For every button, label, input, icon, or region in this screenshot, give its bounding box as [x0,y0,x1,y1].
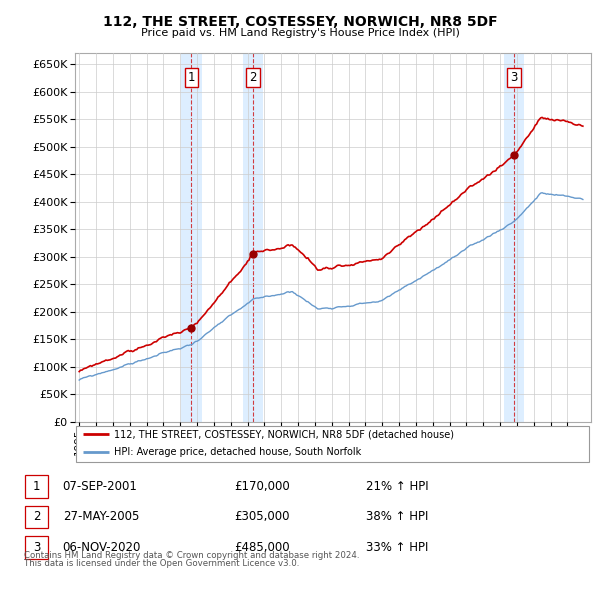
Text: 1: 1 [188,71,195,84]
Text: £305,000: £305,000 [234,510,289,523]
Text: 27-MAY-2005: 27-MAY-2005 [62,510,139,523]
Text: 112, THE STREET, COSTESSEY, NORWICH, NR8 5DF (detached house): 112, THE STREET, COSTESSEY, NORWICH, NR8… [114,430,454,440]
Text: 2: 2 [250,71,257,84]
Text: £485,000: £485,000 [234,541,289,554]
Text: 3: 3 [511,71,518,84]
Text: 06-NOV-2020: 06-NOV-2020 [62,541,141,554]
Text: 112, THE STREET, COSTESSEY, NORWICH, NR8 5DF: 112, THE STREET, COSTESSEY, NORWICH, NR8… [103,15,497,29]
Text: 2: 2 [33,510,40,523]
Text: Price paid vs. HM Land Registry's House Price Index (HPI): Price paid vs. HM Land Registry's House … [140,28,460,38]
Text: HPI: Average price, detached house, South Norfolk: HPI: Average price, detached house, Sout… [114,447,361,457]
FancyBboxPatch shape [25,506,48,528]
Bar [181,53,202,422]
FancyBboxPatch shape [25,536,48,559]
FancyBboxPatch shape [76,427,589,461]
Text: 1: 1 [33,480,40,493]
Text: 07-SEP-2001: 07-SEP-2001 [62,480,137,493]
Text: 33% ↑ HPI: 33% ↑ HPI [366,541,428,554]
Text: Contains HM Land Registry data © Crown copyright and database right 2024.: Contains HM Land Registry data © Crown c… [24,550,359,560]
Text: £170,000: £170,000 [234,480,290,493]
Text: This data is licensed under the Open Government Licence v3.0.: This data is licensed under the Open Gov… [24,559,299,568]
Bar [504,53,524,422]
Text: 3: 3 [33,541,40,554]
Bar [243,53,263,422]
FancyBboxPatch shape [25,475,48,497]
Text: 38% ↑ HPI: 38% ↑ HPI [366,510,428,523]
Text: 21% ↑ HPI: 21% ↑ HPI [366,480,429,493]
